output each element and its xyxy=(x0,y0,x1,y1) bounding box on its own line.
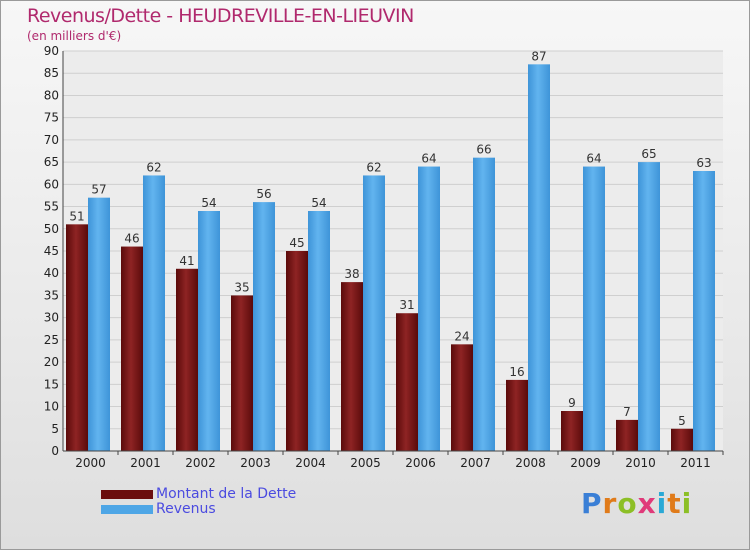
bar-dette xyxy=(341,282,363,451)
y-tick-label: 60 xyxy=(44,177,59,191)
y-tick-label: 55 xyxy=(44,200,59,214)
y-tick-label: 85 xyxy=(44,66,59,80)
data-label: 16 xyxy=(509,365,524,379)
bar-revenus xyxy=(638,162,660,451)
y-tick-label: 65 xyxy=(44,155,59,169)
logo-letter: x xyxy=(637,487,657,520)
x-tick-label: 2009 xyxy=(570,456,601,470)
data-label: 87 xyxy=(531,49,546,63)
y-tick-label: 45 xyxy=(44,244,59,258)
bar-dette xyxy=(671,428,693,451)
legend-swatch-revenus xyxy=(101,505,153,514)
data-label: 46 xyxy=(124,232,139,246)
logo-letter: i xyxy=(656,487,668,520)
data-label: 41 xyxy=(179,254,194,268)
data-label: 62 xyxy=(366,160,381,174)
y-tick-label: 5 xyxy=(51,422,59,436)
x-tick-label: 2000 xyxy=(75,456,106,470)
bar-dette xyxy=(66,224,88,451)
y-tick-label: 10 xyxy=(44,400,59,414)
data-label: 64 xyxy=(586,152,601,166)
x-tick-label: 2005 xyxy=(350,456,381,470)
bar-dette xyxy=(451,344,473,451)
bar-revenus xyxy=(693,171,715,451)
logo-letter: i xyxy=(681,487,693,520)
y-tick-label: 70 xyxy=(44,133,59,147)
bar-revenus xyxy=(308,211,330,451)
bar-revenus xyxy=(473,157,495,451)
y-tick-label: 90 xyxy=(44,44,59,58)
y-tick-label: 0 xyxy=(51,444,59,458)
y-tick-label: 35 xyxy=(44,288,59,302)
x-tick-label: 2007 xyxy=(460,456,491,470)
bar-revenus xyxy=(143,175,165,451)
logo-letter: r xyxy=(602,487,618,520)
data-label: 54 xyxy=(311,196,326,210)
y-tick-label: 25 xyxy=(44,333,59,347)
bar-dette xyxy=(231,295,253,451)
x-tick-label: 2003 xyxy=(240,456,271,470)
x-tick-label: 2011 xyxy=(680,456,711,470)
data-label: 5 xyxy=(678,414,686,428)
legend-label-revenus: Revenus xyxy=(156,501,216,517)
bar-dette xyxy=(616,419,638,451)
y-tick-label: 15 xyxy=(44,377,59,391)
data-label: 65 xyxy=(641,147,656,161)
data-label: 24 xyxy=(454,329,469,343)
bar-revenus xyxy=(418,166,440,452)
logo-letter: P xyxy=(581,487,603,520)
chart-title: Revenus/Dette - HEUDREVILLE-EN-LIEUVIN xyxy=(27,5,414,27)
bar-dette xyxy=(506,379,528,451)
data-label: 7 xyxy=(623,405,631,419)
x-tick-label: 2006 xyxy=(405,456,436,470)
x-tick-label: 2010 xyxy=(625,456,656,470)
x-tick-label: 2001 xyxy=(130,456,161,470)
x-tick-label: 2002 xyxy=(185,456,216,470)
chart-subtitle: (en milliers d'€) xyxy=(27,29,122,43)
legend-label-dette: Montant de la Dette xyxy=(156,486,297,502)
data-label: 31 xyxy=(399,298,414,312)
bar-revenus xyxy=(253,202,275,451)
y-tick-label: 50 xyxy=(44,222,59,236)
y-tick-label: 80 xyxy=(44,88,59,102)
data-label: 38 xyxy=(344,267,359,281)
data-label: 35 xyxy=(234,280,249,294)
data-label: 54 xyxy=(201,196,216,210)
data-label: 62 xyxy=(146,160,161,174)
x-tick-label: 2008 xyxy=(515,456,546,470)
bar-dette xyxy=(396,313,418,451)
bar-dette xyxy=(176,268,198,451)
data-label: 45 xyxy=(289,236,304,250)
logo-letter: t xyxy=(667,487,682,520)
data-label: 9 xyxy=(568,396,576,410)
bar-dette xyxy=(286,251,308,451)
data-label: 66 xyxy=(476,143,491,157)
y-tick-label: 20 xyxy=(44,355,59,369)
data-label: 57 xyxy=(91,183,106,197)
data-label: 51 xyxy=(69,209,84,223)
bar-revenus xyxy=(583,166,605,452)
data-label: 56 xyxy=(256,187,271,201)
x-tick-label: 2004 xyxy=(295,456,326,470)
legend-swatch-dette xyxy=(101,490,153,499)
logo-letter: o xyxy=(617,487,638,520)
y-tick-label: 75 xyxy=(44,111,59,125)
bar-revenus xyxy=(88,197,110,451)
bar-revenus xyxy=(528,64,550,452)
y-tick-label: 30 xyxy=(44,311,59,325)
y-tick-label: 40 xyxy=(44,266,59,280)
data-label: 63 xyxy=(696,156,711,170)
bar-dette xyxy=(561,411,583,451)
data-label: 64 xyxy=(421,152,436,166)
bar-revenus xyxy=(363,175,385,451)
bar-revenus xyxy=(198,211,220,451)
bar-dette xyxy=(121,246,143,451)
proxiti-logo: Proxiti xyxy=(581,487,692,520)
